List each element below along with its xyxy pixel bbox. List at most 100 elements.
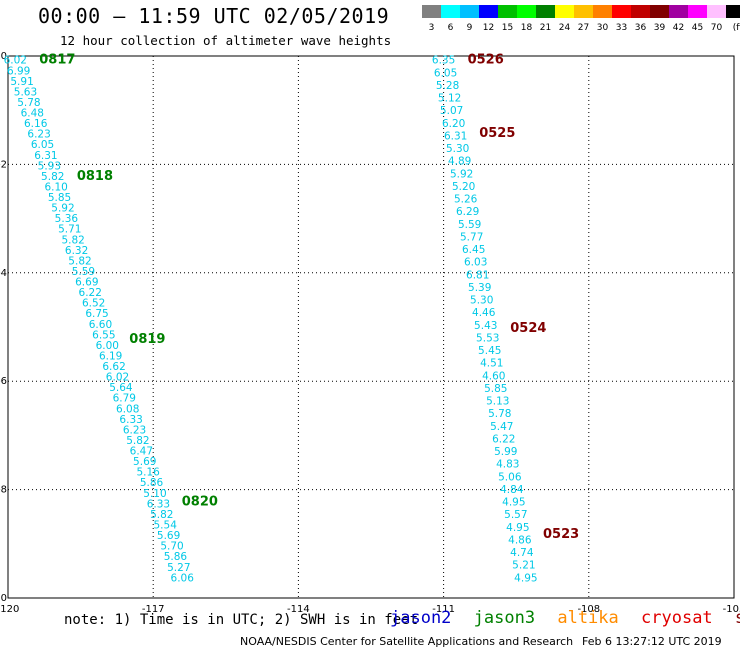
wave-height-label: 5.54 bbox=[154, 520, 178, 532]
wave-height-label: 6.19 bbox=[99, 350, 122, 362]
legend-label: 36 bbox=[635, 23, 647, 33]
legend-swatch bbox=[726, 5, 740, 18]
legend-label: 21 bbox=[540, 23, 551, 33]
wave-height-label: 6.23 bbox=[123, 424, 146, 436]
wave-height-label: 6.99 bbox=[7, 65, 30, 77]
wave-height-label: 5.12 bbox=[438, 93, 461, 105]
wave-height-label: 4.95 bbox=[514, 572, 537, 584]
track-time-label: 0817 bbox=[39, 53, 75, 68]
wave-height-label: 5.21 bbox=[512, 560, 535, 572]
wave-height-label: 5.70 bbox=[160, 541, 183, 553]
wave-height-label: 4.46 bbox=[472, 307, 496, 319]
wave-height-label: 5.39 bbox=[468, 282, 491, 294]
wave-height-label: 5.59 bbox=[458, 219, 481, 231]
legend-label: 39 bbox=[654, 23, 666, 33]
wave-height-label: 6.20 bbox=[442, 118, 465, 130]
wave-height-label: 6.48 bbox=[21, 108, 44, 120]
legend-swatch bbox=[650, 5, 669, 18]
wave-height-label: 6.16 bbox=[24, 118, 48, 130]
wave-height-label: 6.06 bbox=[171, 572, 195, 584]
wave-height-label: 5.47 bbox=[490, 421, 513, 433]
legend-swatch bbox=[631, 5, 650, 18]
wave-height-label: 5.82 bbox=[68, 255, 91, 267]
wave-height-label: 5.57 bbox=[504, 509, 527, 521]
wave-height-label: 5.45 bbox=[478, 345, 501, 357]
wave-height-label: 5.71 bbox=[58, 224, 81, 236]
legend-label: 27 bbox=[578, 23, 589, 33]
legend-label: 12 bbox=[483, 23, 494, 33]
wave-height-label: 6.32 bbox=[65, 245, 88, 257]
wave-height-label: 5.78 bbox=[488, 408, 511, 420]
wave-height-label: 6.55 bbox=[92, 329, 115, 341]
wave-height-label: 5.26 bbox=[454, 194, 478, 206]
legend-swatch bbox=[555, 5, 574, 18]
legend-swatch bbox=[422, 5, 441, 18]
wave-height-label: 5.92 bbox=[51, 203, 74, 215]
wave-height-label: 6.02 bbox=[4, 55, 27, 67]
wave-height-label: 5.82 bbox=[150, 509, 173, 521]
wave-height-label: 4.60 bbox=[482, 370, 505, 382]
wave-height-label: 5.63 bbox=[14, 86, 37, 98]
y-tick-label: -4 bbox=[0, 268, 7, 279]
y-tick-label: 0 bbox=[1, 51, 7, 62]
wave-height-label: 6.02 bbox=[106, 372, 129, 384]
wave-height-label: 6.22 bbox=[492, 433, 515, 445]
x-tick-label: -105 bbox=[723, 604, 740, 615]
wave-height-label: 5.85 bbox=[484, 383, 507, 395]
x-tick-label: -108 bbox=[577, 604, 600, 615]
wave-height-label: 4.84 bbox=[500, 484, 524, 496]
legend-swatch bbox=[688, 5, 707, 18]
satellite-altika: altika bbox=[557, 608, 619, 628]
x-tick-label: -117 bbox=[142, 604, 165, 615]
legend-label: 6 bbox=[448, 23, 454, 33]
wave-height-label: 4.51 bbox=[480, 358, 503, 370]
wave-height-label: 6.62 bbox=[102, 361, 125, 373]
wave-height-label: 6.29 bbox=[456, 206, 479, 218]
satellite-jason3: jason3 bbox=[473, 608, 536, 628]
chart-title: 00:00 – 11:59 UTC 02/05/2019 bbox=[38, 4, 390, 28]
track-time-label: 0523 bbox=[543, 527, 579, 542]
wave-height-label: 5.30 bbox=[446, 143, 469, 155]
wave-height-label: 6.69 bbox=[75, 277, 98, 289]
wave-height-label: 5.93 bbox=[38, 160, 61, 172]
wave-height-label: 6.31 bbox=[34, 150, 57, 162]
y-tick-label: -2 bbox=[0, 159, 7, 170]
wave-height-label: 5.59 bbox=[72, 266, 95, 278]
satellite-s3a: s3a bbox=[735, 608, 740, 628]
satellite-cryosat: cryosat bbox=[641, 608, 713, 628]
wave-height-label: 6.03 bbox=[464, 257, 487, 269]
legend-label: 9 bbox=[467, 23, 473, 33]
wave-height-label: 5.13 bbox=[486, 396, 509, 408]
legend-label: 24 bbox=[559, 23, 571, 33]
wave-height-label: 6.33 bbox=[147, 498, 170, 510]
track-time-label: 0526 bbox=[468, 53, 504, 68]
legend-swatch bbox=[498, 5, 517, 18]
wave-height-label: 5.43 bbox=[474, 320, 497, 332]
wave-height-label: 5.91 bbox=[10, 76, 33, 88]
wave-height-label: 5.28 bbox=[436, 80, 459, 92]
satellite-legend: jason2 jason3 altika cryosat s3a bbox=[390, 608, 740, 628]
x-tick-label: -111 bbox=[432, 604, 455, 615]
legend-label: (ft) bbox=[733, 23, 740, 33]
legend-swatch bbox=[669, 5, 688, 18]
wave-height-label: 4.74 bbox=[510, 547, 534, 559]
wave-height-label: 6.47 bbox=[130, 446, 153, 458]
wave-height-label: 5.82 bbox=[41, 171, 64, 183]
wave-height-label: 6.05 bbox=[434, 67, 457, 79]
legend-swatch bbox=[441, 5, 460, 18]
wave-height-label: 5.99 bbox=[494, 446, 517, 458]
legend-swatch bbox=[574, 5, 593, 18]
wave-height-label: 6.00 bbox=[96, 340, 119, 352]
y-tick-label: -6 bbox=[0, 376, 7, 387]
legend-label: 30 bbox=[597, 23, 609, 33]
plot-frame bbox=[7, 55, 735, 599]
wave-height-label: 4.89 bbox=[448, 156, 471, 168]
credit-timestamp: Feb 6 13:27:12 UTC 2019 bbox=[582, 635, 722, 648]
wave-height-label: 5.10 bbox=[143, 488, 166, 500]
legend-label: 42 bbox=[673, 23, 684, 33]
legend-label: 33 bbox=[616, 23, 627, 33]
wave-height-label: 6.33 bbox=[119, 414, 142, 426]
wave-height-label: 5.64 bbox=[109, 382, 133, 394]
